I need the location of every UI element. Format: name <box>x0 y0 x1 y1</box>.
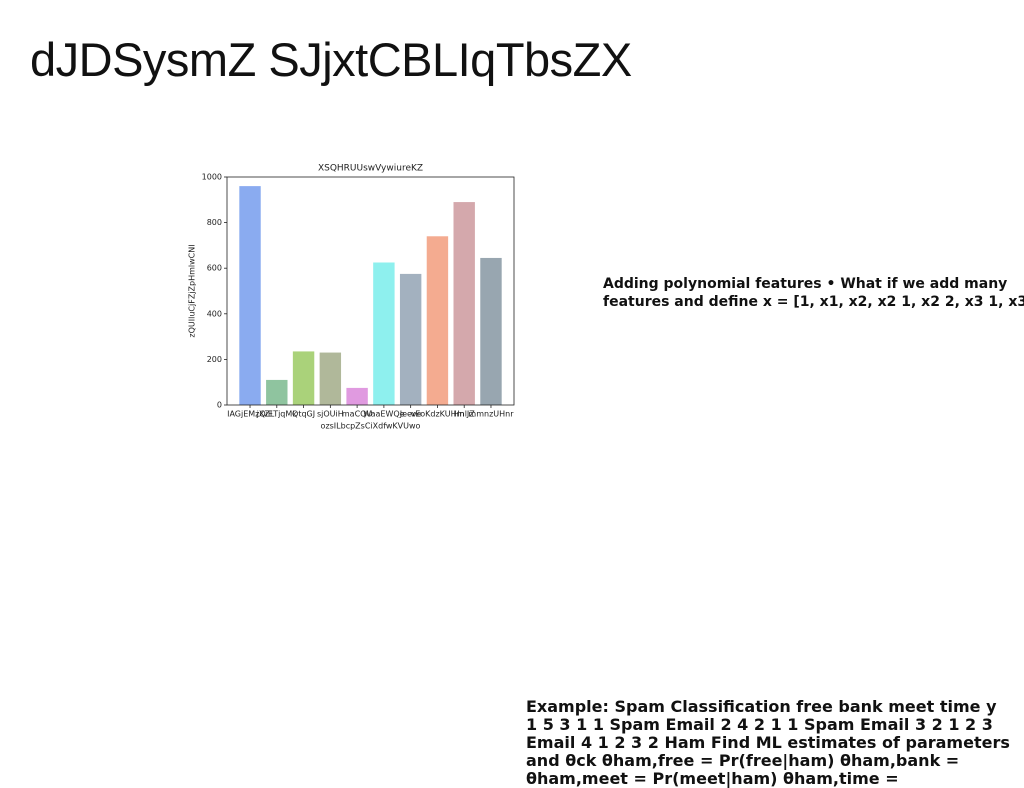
bar <box>453 202 475 405</box>
chart-title: XSQHRUUswVywiureKZ <box>318 164 423 174</box>
x-tick-label: Jeeve <box>399 410 422 419</box>
y-tick-label: 600 <box>207 264 222 273</box>
bar <box>399 273 422 405</box>
text-line: Example: Spam Classification free bank m… <box>526 698 997 716</box>
x-tick-label: jXZLTjqMk <box>256 410 298 419</box>
y-tick-label: 400 <box>207 309 222 318</box>
text-line: features and define x = [1, x1, x2, x2 1… <box>603 294 1024 310</box>
bar <box>373 262 395 405</box>
x-tick-label: maCQU <box>342 410 373 419</box>
y-tick-label: 0 <box>217 401 222 410</box>
x-axis-label: ozsILbcpZsCiXdfwKVUwo <box>321 422 421 431</box>
text-line: Email 4 1 2 3 2 Ham Find ML estimates of… <box>526 734 1010 752</box>
y-tick-label: 1000 <box>202 173 222 182</box>
text-block: Adding polynomial features • What if we … <box>603 275 1024 311</box>
x-tick-label: QtqGJ <box>292 410 315 419</box>
x-tick-label: vEoKdzKUHm <box>410 410 464 419</box>
y-tick-label: 200 <box>207 355 222 364</box>
x-tick-label: HnlJZ <box>454 410 476 419</box>
y-axis-label: zQUIluCjFZjZpHmlwCNI <box>188 244 197 337</box>
bar <box>319 352 342 405</box>
bar <box>239 186 261 405</box>
text-line: θham,meet = Pr(meet|ham) θham,time = <box>526 770 899 788</box>
bar <box>292 351 315 405</box>
x-tick-label: sjOUiH <box>317 410 344 419</box>
plot-frame <box>226 176 515 406</box>
x-tick-label: IAGjEMzQiE <box>227 410 273 419</box>
chart: XSQHRUUswVywiureKZ zQUIluCjFZjZpHmlwCNI oz… <box>188 164 515 431</box>
bar <box>480 257 502 405</box>
text-block: Example: Spam Classification free bank m… <box>526 698 1010 788</box>
bar <box>346 387 368 405</box>
text-line: Adding polynomial features • What if we … <box>603 276 1008 292</box>
text-line: 1 5 3 1 1 Spam Email 2 4 2 1 1 Spam Emai… <box>526 716 993 734</box>
slide-title: dJDSysmZ SJjxtCBLIqTbsZX <box>30 33 632 86</box>
x-tick-label: mmnzUHnr <box>468 410 514 419</box>
text-line: and θck θham,free = Pr(free|ham) θham,ba… <box>526 752 960 770</box>
bar <box>426 236 449 405</box>
y-tick-label: 800 <box>207 218 222 227</box>
bar <box>266 379 288 405</box>
x-tick-label: WaaEWQe <box>363 410 404 419</box>
